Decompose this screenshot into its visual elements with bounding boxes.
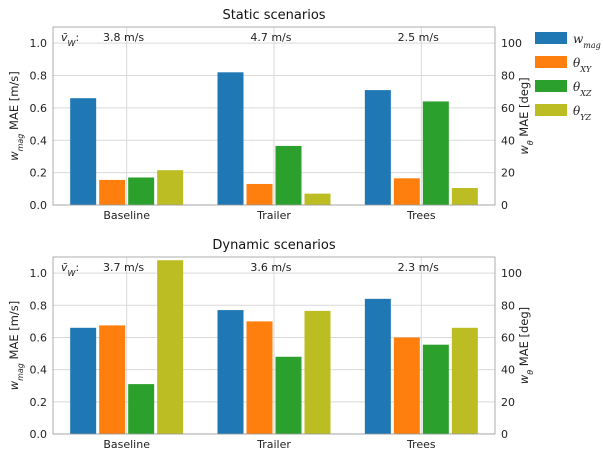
wind-speed-annotation: 3.8 m/s	[103, 31, 144, 44]
wind-speed-annotation: 2.3 m/s	[398, 261, 439, 274]
right-tick-label: 60	[501, 102, 515, 115]
bar-static-wmag-trailer	[217, 72, 244, 206]
legend-label-theta_yz: θYZ	[573, 104, 592, 122]
bar-static-xy-baseline	[99, 179, 126, 205]
left-axis-label: wmag MAE [m/s]	[7, 301, 25, 391]
legend-label-theta_xy: θXY	[573, 56, 592, 74]
right-tick-label: 40	[501, 134, 515, 147]
right-axis-label: wθ MAE [deg]	[517, 77, 535, 154]
legend-label-w_mag: wmag	[573, 32, 601, 50]
legend: wmag θXY θXZ θYZ	[535, 32, 601, 122]
bar-static-xz-trees	[422, 101, 449, 205]
left-tick-label: 0.0	[30, 428, 48, 441]
dynamic-scenarios-panel: 0.0 0.2 0.4 0.6 0.8 1.0 0 20 40 60 80 100 Baseline Tr…	[7, 238, 535, 450]
right-tick-label: 100	[501, 267, 522, 280]
right-axis-label: wθ MAE [deg]	[517, 307, 535, 384]
bar-dynamic-xy-trailer	[246, 321, 273, 434]
right-tick-label: 20	[501, 167, 515, 180]
bar-static-wmag-baseline	[70, 98, 97, 205]
category-label: Baseline	[103, 209, 150, 222]
legend-swatch-theta_xz	[535, 80, 567, 92]
bar-static-xz-baseline	[128, 177, 155, 205]
left-tick-label: 0.4	[30, 134, 48, 147]
chart-title: Dynamic scenarios	[212, 238, 335, 253]
left-tick-label: 0.8	[30, 299, 48, 312]
right-tick-label: 100	[501, 37, 522, 50]
bar-dynamic-xz-baseline	[128, 384, 155, 434]
wind-speed-annotation: 2.5 m/s	[398, 31, 439, 44]
left-tick-label: 1.0	[30, 37, 48, 50]
category-label: Trailer	[256, 209, 291, 222]
bar-dynamic-xz-trees	[422, 344, 449, 434]
left-tick-label: 0.8	[30, 70, 48, 83]
bar-dynamic-wmag-baseline	[70, 327, 97, 434]
right-tick-label: 20	[501, 396, 515, 409]
left-tick-label: 0.6	[30, 102, 48, 115]
left-tick-label: 0.6	[30, 331, 48, 344]
wind-speed-label: v̄W:	[61, 31, 79, 48]
bar-dynamic-xy-trees	[393, 337, 420, 434]
category-label: Baseline	[103, 438, 150, 450]
right-tick-label: 80	[501, 70, 515, 83]
bar-dynamic-yz-trees	[451, 327, 478, 434]
bar-static-yz-trees	[451, 188, 478, 205]
category-label: Trees	[406, 438, 436, 450]
wind-speed-annotation: 3.7 m/s	[103, 261, 144, 274]
left-tick-label: 1.0	[30, 267, 48, 280]
bar-static-yz-baseline	[157, 170, 184, 205]
legend-swatch-theta_yz	[535, 104, 567, 116]
category-label: Trailer	[256, 438, 291, 450]
bar-dynamic-yz-baseline	[157, 260, 184, 434]
left-axis-label: wmag MAE [m/s]	[7, 71, 25, 161]
bar-static-xy-trees	[393, 178, 420, 205]
bar-static-xy-trailer	[246, 183, 273, 205]
right-tick-label: 40	[501, 364, 515, 377]
bar-dynamic-xz-trailer	[275, 356, 302, 434]
left-tick-label: 0.4	[30, 364, 48, 377]
static-scenarios-panel: 0.0 0.2 0.4 0.6 0.8 1.0 0 20 40 60 80 100 Baseline Tr…	[7, 8, 535, 222]
legend-label-theta_xz: θXZ	[573, 80, 592, 98]
bar-dynamic-wmag-trailer	[217, 310, 244, 434]
left-tick-label: 0.2	[30, 396, 48, 409]
right-tick-label: 80	[501, 299, 515, 312]
bar-static-xz-trailer	[275, 145, 302, 205]
bar-dynamic-xy-baseline	[99, 325, 126, 434]
wind-speed-annotation: 3.6 m/s	[250, 261, 291, 274]
left-tick-label: 0.2	[30, 167, 48, 180]
right-tick-label: 0	[501, 199, 508, 212]
right-tick-label: 60	[501, 331, 515, 344]
legend-swatch-w_mag	[535, 32, 567, 44]
category-label: Trees	[406, 209, 436, 222]
bar-static-wmag-trees	[364, 90, 391, 205]
wind-speed-annotation: 4.7 m/s	[250, 31, 291, 44]
chart-title: Static scenarios	[222, 8, 325, 23]
left-tick-label: 0.0	[30, 199, 48, 212]
bar-dynamic-yz-trailer	[304, 310, 331, 434]
legend-swatch-theta_xy	[535, 56, 567, 68]
bar-static-yz-trailer	[304, 193, 331, 205]
wind-speed-label: v̄W:	[61, 261, 79, 278]
plot-frame	[52, 256, 496, 435]
plot-frame	[52, 26, 496, 206]
bar-dynamic-wmag-trees	[364, 298, 391, 434]
right-tick-label: 0	[501, 428, 508, 441]
